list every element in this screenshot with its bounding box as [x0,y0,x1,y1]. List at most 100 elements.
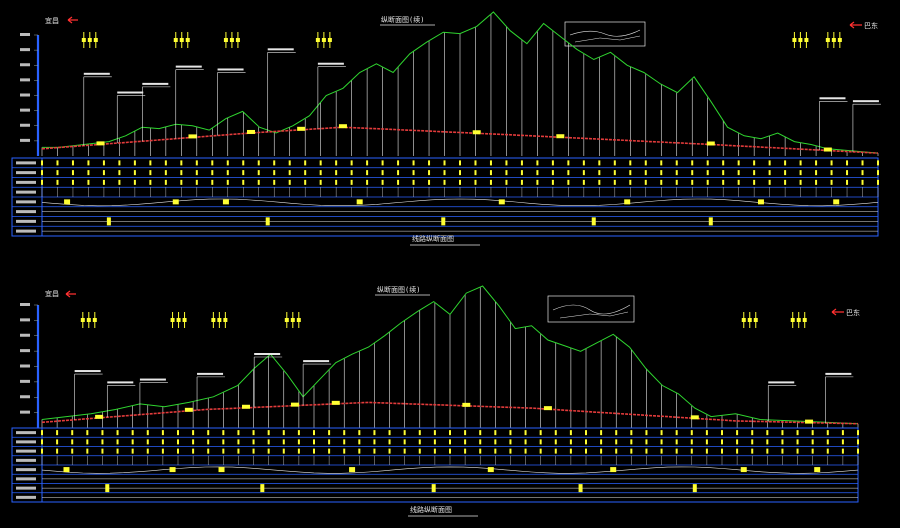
alignment-marker [578,484,583,493]
table-value [736,430,739,436]
table-value [781,448,784,454]
table-value [751,448,754,454]
callout-text [819,97,846,100]
table-value [304,160,307,166]
table-value [539,439,542,445]
table-value [343,430,346,436]
curve-marker [349,467,356,473]
table-value [118,170,121,176]
table-value [722,170,725,176]
callout-text [117,91,144,94]
pole-symbol-head [296,318,301,322]
table-value [585,430,587,436]
table-value [267,430,270,436]
table-value [691,160,694,166]
table-value [71,160,74,166]
table-value [861,160,864,166]
table-value [56,439,59,445]
right-direction-text-lower: 巴东 [846,308,860,317]
table-value [304,170,307,176]
elevation-tick-label [20,48,30,52]
table-value [418,439,421,445]
table-value [412,160,415,166]
table-value [146,448,149,454]
table-value [133,179,136,185]
table-value [799,179,802,185]
table-value [428,170,431,176]
table-value [222,430,225,436]
table-value [660,430,663,436]
right-arrow-icon [849,21,862,29]
pole-symbol-head [86,318,91,322]
table-value [567,160,570,166]
elevation-tick-label [20,333,30,337]
table-value [600,430,603,436]
table-value [479,430,482,436]
table-value [479,439,482,445]
table-value [474,179,477,185]
table-value [630,439,633,445]
table-value [536,170,539,176]
pole-symbol-head [796,318,801,322]
table-value [41,179,43,185]
structure-marker [690,415,699,420]
table-value [319,160,322,166]
table-value [505,179,508,185]
table-value [464,439,467,445]
structure-marker [805,419,814,424]
table-value [567,170,570,176]
callout-text [74,370,101,373]
table-value [811,439,814,445]
pole-symbol-head [223,38,228,42]
structure-marker [338,124,347,129]
pole-symbol-head [321,38,326,42]
table-value [267,448,270,454]
table-value [474,170,477,176]
table-value [343,439,346,445]
pole-symbol-head [80,318,85,322]
table-value [675,160,678,166]
table-row-label [16,180,36,184]
right-arrow-icon-lower [831,308,844,316]
table-value [644,160,647,166]
design-grade-line [41,401,859,425]
callout-text [142,82,169,85]
table-value [509,439,512,445]
table-value [313,430,315,436]
elevation-tick-label [20,123,30,127]
table-value [494,439,497,445]
table-value [102,179,105,185]
table-row-label [16,161,36,165]
table-value [751,430,754,436]
pole-symbol-head [92,318,97,322]
table-value [164,179,167,185]
table-value [768,170,771,176]
table-value [494,448,497,454]
table-value [237,439,240,445]
table-value [403,439,406,445]
table-value [335,179,338,185]
pole-symbol-head [798,38,803,42]
table-value [313,448,315,454]
table-value [705,448,708,454]
left-arrow-icon-lower [65,290,76,298]
table-value [146,430,149,436]
table-row-label [16,495,36,499]
table-value [211,160,214,166]
table-value [297,430,300,436]
table-value [781,430,784,436]
elevation-tick-label [20,63,30,67]
table-value [857,439,859,445]
upper-profile-view: 宜昌 巴东 纵断面图(续) 线路纵断面图 [11,11,881,246]
table-value [494,430,497,436]
table-value [479,448,482,454]
alignment-marker [431,484,436,493]
table-value [319,170,322,176]
table-value [207,430,210,436]
structure-marker [188,134,197,139]
table-value [71,439,74,445]
table-value [551,170,554,176]
pole-symbol-head [804,38,809,42]
table-value [751,439,754,445]
elevation-tick-label [20,138,30,142]
